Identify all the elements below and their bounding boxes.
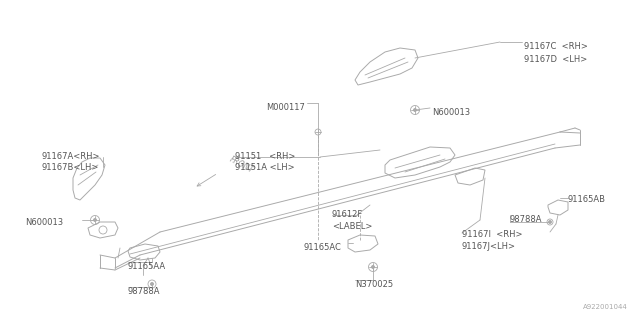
Text: 98788A: 98788A [128,287,161,296]
Text: FRONT: FRONT [228,155,255,175]
Circle shape [150,283,154,285]
Text: 91612F: 91612F [332,210,364,219]
Text: 91167B<LH>: 91167B<LH> [42,163,99,172]
Text: 91167A<RH>: 91167A<RH> [42,152,100,161]
Text: N600013: N600013 [25,218,63,227]
Circle shape [93,219,97,221]
Text: 91167J<LH>: 91167J<LH> [462,242,516,251]
Text: 91167C  <RH>: 91167C <RH> [524,42,588,51]
Text: <LABEL>: <LABEL> [332,222,372,231]
Text: 91151   <RH>: 91151 <RH> [235,152,296,161]
Circle shape [413,108,417,111]
Text: N600013: N600013 [432,108,470,117]
Text: N370025: N370025 [355,280,393,289]
Circle shape [548,220,552,223]
Text: M000117: M000117 [266,103,305,112]
Text: 91165AB: 91165AB [568,195,606,204]
Text: 91151A <LH>: 91151A <LH> [235,163,294,172]
Text: 91165AC: 91165AC [303,243,341,252]
Text: 91167I  <RH>: 91167I <RH> [462,230,522,239]
Text: 91167D  <LH>: 91167D <LH> [524,55,588,64]
Text: A922001044: A922001044 [583,304,628,310]
Circle shape [371,266,374,268]
Text: 98788A: 98788A [510,215,543,224]
Text: 91165AA: 91165AA [128,262,166,271]
